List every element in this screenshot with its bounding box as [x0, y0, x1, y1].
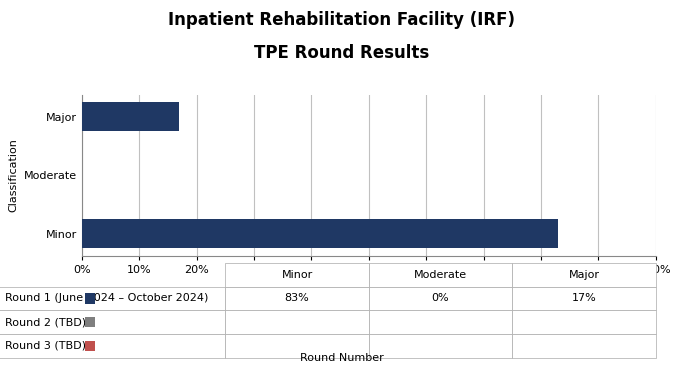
Y-axis label: Classification: Classification: [8, 138, 18, 212]
Text: Round Number: Round Number: [300, 353, 383, 363]
Text: Inpatient Rehabilitation Facility (IRF): Inpatient Rehabilitation Facility (IRF): [168, 11, 515, 29]
Bar: [82, 102, 180, 131]
FancyBboxPatch shape: [85, 293, 95, 304]
FancyBboxPatch shape: [85, 317, 95, 327]
Text: TPE Round Results: TPE Round Results: [254, 44, 429, 62]
FancyBboxPatch shape: [85, 341, 95, 351]
Bar: [82, 219, 558, 248]
